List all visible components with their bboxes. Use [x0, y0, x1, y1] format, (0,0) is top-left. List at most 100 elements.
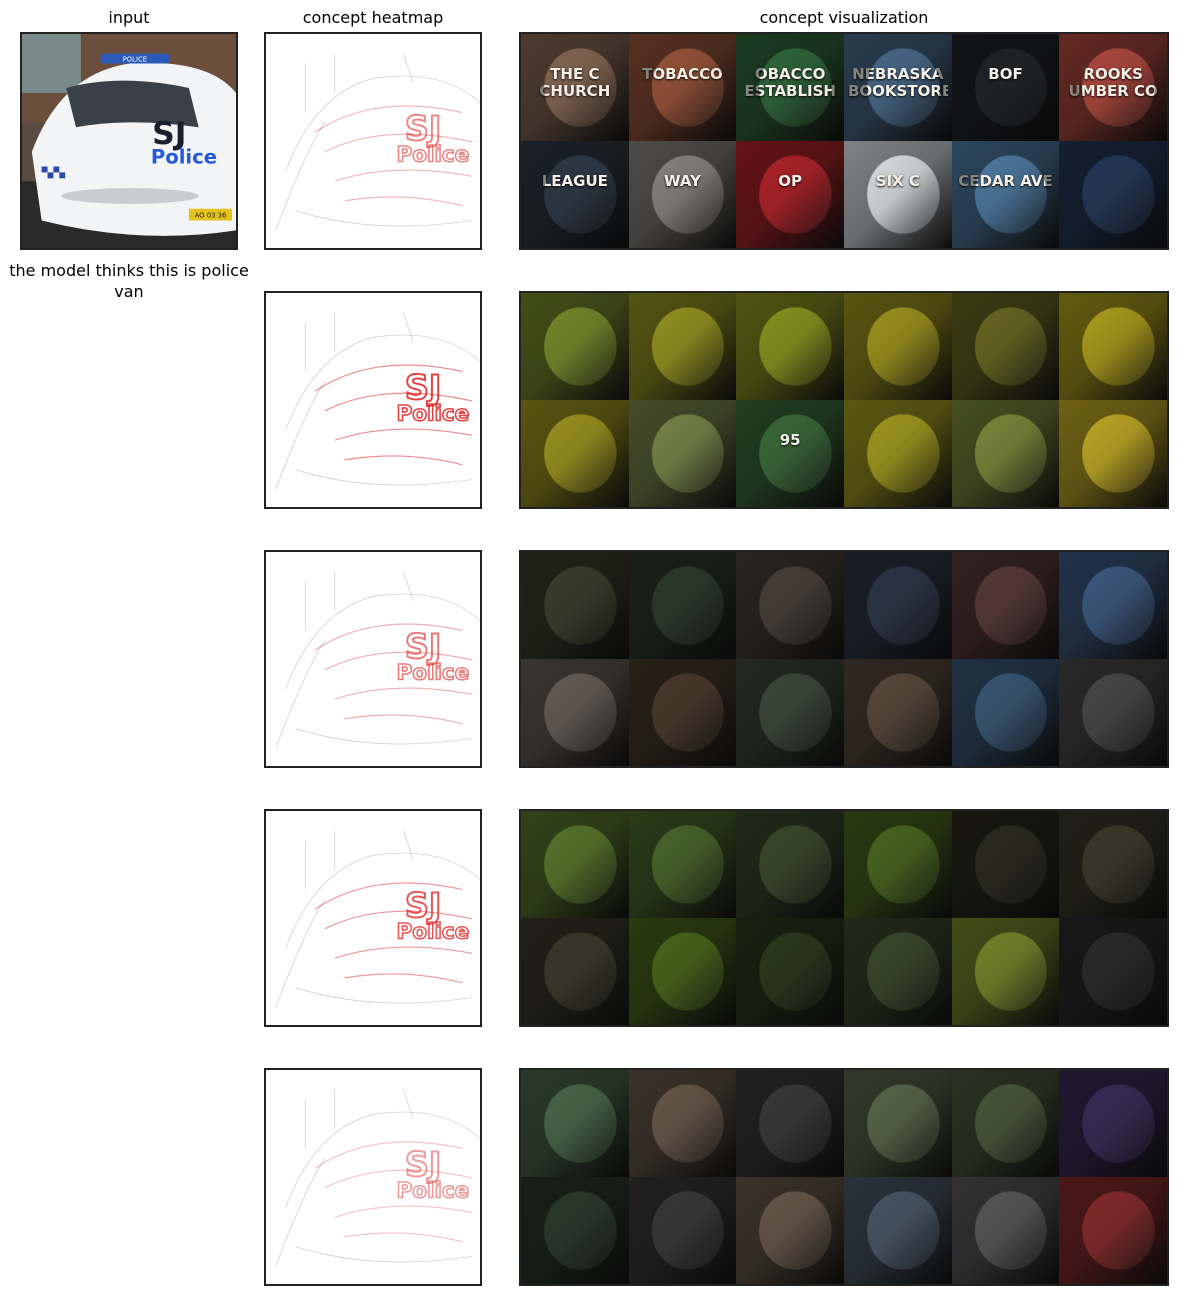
concept-example-tile: [1059, 918, 1167, 1025]
concept-visualization-gear-people: [519, 550, 1169, 768]
license-plate-text: AO 03 36: [195, 212, 227, 220]
concept-example-tile: THE C CHURCH: [521, 34, 629, 141]
concept-example-tile: [951, 552, 1060, 659]
tile-lettering: TOBACCO: [642, 66, 723, 84]
tile-lettering: LEAGUE: [541, 173, 608, 191]
heatmap-word-text: Police: [396, 661, 469, 686]
tile-lettering: 95: [779, 432, 801, 450]
tile-lettering: CEDAR AVE: [958, 173, 1053, 191]
concept-example-tile: [628, 1177, 737, 1284]
concept-example-tile: [628, 293, 737, 400]
concept-example-tile: LEAGUE: [521, 141, 629, 248]
concept-example-tile: [951, 659, 1060, 766]
concept-example-tile: [951, 400, 1060, 507]
concept-example-tile: [843, 552, 952, 659]
concept-example-tile: [521, 293, 629, 400]
concept-example-tile: [736, 293, 844, 400]
heatmap-word-text: Police: [396, 402, 469, 427]
concept-example-tile: [951, 918, 1060, 1025]
tile-lettering: ROOKS UMBER CO: [1068, 66, 1158, 101]
concept-example-tile: [1059, 400, 1167, 507]
heatmap-word-text: Police: [396, 920, 469, 945]
concept-example-tile: [843, 293, 952, 400]
concept-visualization-yellow-field: 95: [519, 291, 1169, 509]
concept-example-tile: [843, 811, 952, 918]
column-title-input: input: [108, 8, 150, 27]
concept-heatmap-4: SJ Police: [264, 809, 482, 1027]
tile-lettering: SIX C: [875, 173, 920, 191]
concept-example-tile: [1059, 293, 1167, 400]
tile-lettering: BOF: [988, 66, 1023, 84]
concept-example-tile: [1059, 659, 1167, 766]
concept-example-tile: [521, 918, 629, 1025]
concept-heatmap-1: SJ Police: [264, 32, 482, 250]
heatmap-word-text: Police: [396, 143, 469, 168]
heatmap-word-text: Police: [396, 1179, 469, 1204]
concept-heatmap-5: SJ Police: [264, 1068, 482, 1286]
concept-example-tile: [736, 918, 844, 1025]
concept-visualization-necks-birds: [519, 1068, 1169, 1286]
car-number-text: SJ: [152, 116, 186, 152]
concept-example-tile: [521, 1070, 629, 1177]
concept-example-tile: [736, 1177, 844, 1284]
police-car-picture: POLICE SJ Police AO 03 36: [22, 34, 236, 248]
concept-heatmap-2: SJ Police: [264, 291, 482, 509]
concept-example-tile: 95: [736, 400, 844, 507]
concept-example-tile: [1059, 141, 1167, 248]
concept-example-tile: [736, 659, 844, 766]
column-title-visualization: concept visualization: [759, 8, 929, 27]
tile-lettering: NEBRASKA BOOKSTORE: [847, 66, 948, 101]
concept-example-tile: BOF: [951, 34, 1060, 141]
roof-light-text: POLICE: [123, 55, 148, 63]
concept-example-tile: SIX C: [843, 141, 952, 248]
tile-lettering: OP: [778, 173, 803, 191]
concept-example-tile: TOBACCO: [628, 34, 737, 141]
heatmap-number-text: SJ: [405, 886, 441, 925]
concept-example-tile: [628, 918, 737, 1025]
input-image: POLICE SJ Police AO 03 36: [20, 32, 238, 250]
concept-example-tile: [628, 1070, 737, 1177]
concept-example-tile: WAY: [628, 141, 737, 248]
tile-lettering: OBACCO ESTABLISH: [744, 66, 836, 101]
car-police-text: Police: [151, 146, 217, 169]
tile-lettering: THE C CHURCH: [539, 66, 611, 101]
concept-example-tile: [1059, 1070, 1167, 1177]
concept-example-tile: [628, 659, 737, 766]
concept-visualization-signage-lettering: THE C CHURCH TOBACCO OBACCO ESTABLISH NEBRA…: [519, 32, 1169, 250]
concept-example-tile: [843, 1177, 952, 1284]
concept-example-tile: OP: [736, 141, 844, 248]
concept-example-tile: [1059, 552, 1167, 659]
concept-example-tile: [951, 293, 1060, 400]
concept-example-tile: [843, 1070, 952, 1177]
concept-example-tile: [843, 400, 952, 507]
concept-example-tile: NEBRASKA BOOKSTORE: [843, 34, 952, 141]
concept-example-tile: [521, 400, 629, 507]
concept-example-tile: [736, 1070, 844, 1177]
concept-example-tile: ROOKS UMBER CO: [1059, 34, 1167, 141]
heatmap-number-text: SJ: [405, 1145, 441, 1184]
concept-example-tile: [951, 811, 1060, 918]
concept-example-tile: [628, 400, 737, 507]
tile-lettering: WAY: [664, 173, 701, 191]
concept-example-tile: [521, 552, 629, 659]
column-title-heatmap: concept heatmap: [302, 8, 444, 27]
concept-example-tile: [843, 918, 952, 1025]
concept-example-tile: [521, 811, 629, 918]
prediction-caption: the model thinks this is police van: [9, 261, 249, 301]
concept-example-tile: [843, 659, 952, 766]
concept-example-tile: [1059, 811, 1167, 918]
concept-example-tile: [736, 811, 844, 918]
concept-example-tile: [628, 811, 737, 918]
heatmap-number-text: SJ: [405, 368, 441, 407]
heatmap-number-text: SJ: [405, 627, 441, 666]
concept-example-tile: OBACCO ESTABLISH: [736, 34, 844, 141]
concept-example-tile: [951, 1177, 1060, 1284]
concept-example-tile: CEDAR AVE: [951, 141, 1060, 248]
concept-example-tile: [628, 552, 737, 659]
concept-example-tile: [521, 1177, 629, 1284]
